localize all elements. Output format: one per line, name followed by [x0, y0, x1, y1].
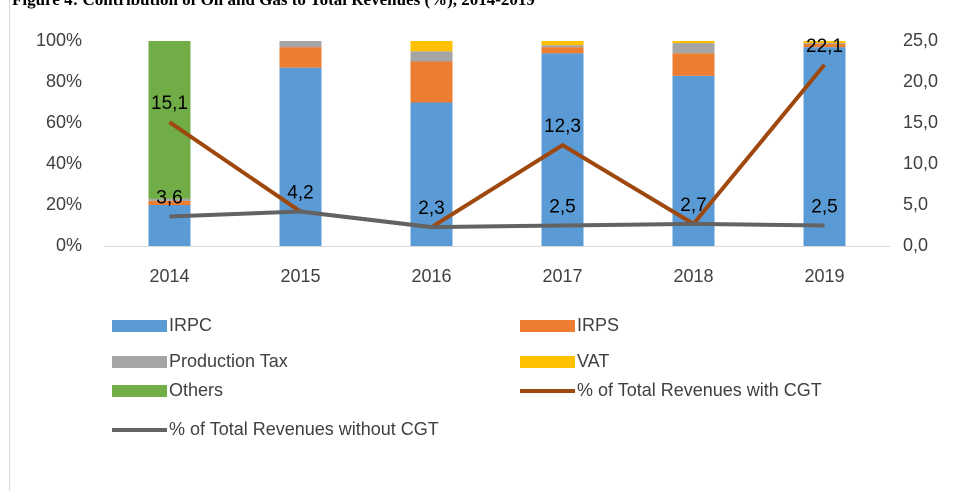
bar-segment — [541, 53, 584, 246]
bar-segment — [672, 53, 715, 76]
x-tick-label: 2016 — [411, 266, 451, 286]
legend-label: VAT — [577, 351, 609, 371]
x-tick-label: 2014 — [149, 266, 189, 286]
bar-segment — [541, 47, 584, 54]
bar-segment — [279, 41, 322, 48]
legend-label: % of Total Revenues without CGT — [169, 419, 439, 439]
bar-segment — [672, 43, 715, 54]
legend-label: % of Total Revenues with CGT — [577, 380, 822, 400]
data-label: 2,7 — [680, 195, 706, 216]
data-label: 3,6 — [156, 187, 182, 208]
bar-segment — [541, 45, 584, 48]
legend-swatch — [112, 385, 167, 397]
legend-swatch — [520, 356, 575, 368]
bar-segment — [148, 198, 191, 201]
y2-tick-label: 20,0 — [903, 71, 938, 91]
data-label: 12,3 — [544, 116, 581, 137]
bar-segment — [410, 102, 453, 246]
x-tick-label: 2019 — [804, 266, 844, 286]
y-tick-label: 20% — [46, 194, 82, 214]
legend-swatch — [112, 320, 167, 332]
y2-tick-label: 25,0 — [903, 30, 938, 50]
line — [168, 63, 827, 230]
legend-label: Others — [169, 380, 223, 400]
y2-tick-label: 0,0 — [903, 235, 928, 255]
legend-label: IRPS — [577, 315, 619, 335]
bar-segment — [410, 41, 453, 52]
y-tick-label: 60% — [46, 112, 82, 132]
bar-segment — [279, 47, 322, 68]
y2-tick-label: 15,0 — [903, 112, 938, 132]
bar-segment — [148, 200, 191, 205]
legend-label: IRPC — [169, 315, 212, 335]
y-tick-label: 100% — [36, 30, 82, 50]
legend-label: Production Tax — [169, 351, 288, 371]
data-label: 2,5 — [549, 197, 575, 218]
legend-swatch — [112, 356, 167, 368]
bar-segment — [148, 41, 191, 199]
y-tick-label: 40% — [46, 153, 82, 173]
bar-segment — [410, 61, 453, 103]
data-label: 15,1 — [151, 93, 188, 114]
bar-segment — [803, 43, 846, 45]
line — [169, 209, 825, 230]
bar-segment — [148, 205, 191, 246]
bar-segment — [410, 51, 453, 62]
data-label: 2,3 — [418, 198, 444, 219]
x-tick-label: 2015 — [280, 266, 320, 286]
bar-segment — [541, 41, 584, 46]
bar-segment — [672, 41, 715, 44]
y-tick-label: 80% — [46, 71, 82, 91]
legend-swatch — [520, 320, 575, 332]
data-label: 4,2 — [287, 183, 313, 204]
data-label: 22,1 — [806, 36, 843, 57]
y2-tick-label: 10,0 — [903, 153, 938, 173]
x-tick-label: 2017 — [542, 266, 582, 286]
y2-tick-label: 5,0 — [903, 194, 928, 214]
bar-segment — [803, 44, 846, 48]
y-tick-label: 0% — [56, 235, 82, 255]
x-tick-label: 2018 — [673, 266, 713, 286]
bar-segment — [279, 67, 322, 247]
bar-segment — [672, 75, 715, 246]
bar-segment — [803, 41, 846, 44]
chart-title: Figure 4: Contribution of Oil and Gas to… — [12, 0, 535, 9]
data-label: 2,5 — [811, 197, 837, 218]
